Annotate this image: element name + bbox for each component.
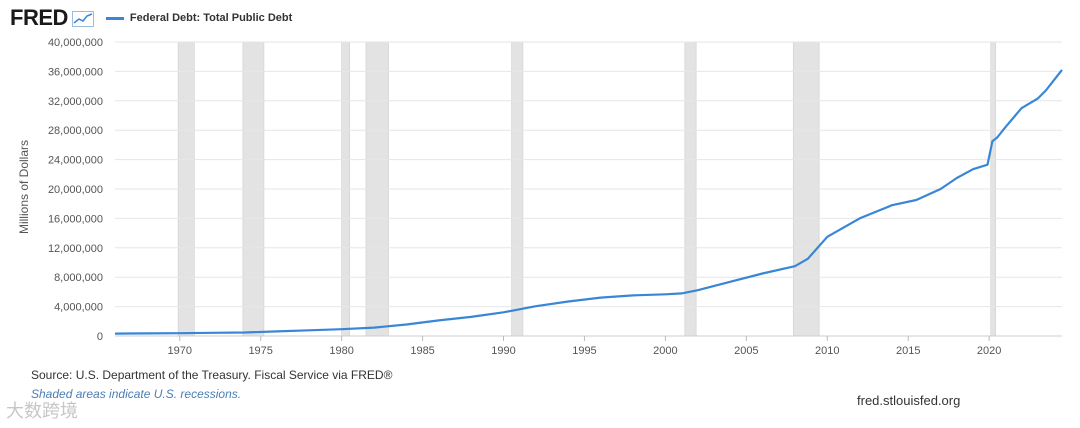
y-tick-label-3: 12,000,000 (48, 243, 103, 255)
x-tick-label-1: 1975 (248, 345, 272, 357)
axes: 0 4,000,000 8,000,000 12,000,000 16,000,000 2… (48, 37, 1062, 357)
x-tick-label-0: 1970 (168, 345, 192, 357)
chart-header: FRED Federal Debt: Total Public Debt (10, 4, 292, 32)
y-tick-label-2: 8,000,000 (54, 272, 103, 284)
x-tick-label-7: 2005 (734, 345, 758, 357)
site-url[interactable]: fred.stlouisfed.org (857, 393, 961, 408)
y-tick-label-6: 24,000,000 (48, 155, 103, 167)
series-line-0 (114, 69, 1063, 335)
x-tick-label-6: 2000 (653, 345, 677, 357)
y-axis-label: Millions of Dollars (17, 140, 31, 234)
x-tick-label-9: 2015 (896, 345, 920, 357)
x-tick-label-10: 2020 (977, 345, 1001, 357)
legend: Federal Debt: Total Public Debt (105, 12, 293, 24)
recession-note[interactable]: Shaded areas indicate U.S. recessions. (31, 387, 242, 401)
y-tick-label-0: 0 (97, 331, 103, 343)
x-tick-label-4: 1990 (491, 345, 515, 357)
series-lines (114, 69, 1063, 335)
x-tick-label-2: 1980 (329, 345, 353, 357)
y-tick-label-7: 28,000,000 (48, 125, 103, 137)
x-tick-label-3: 1985 (410, 345, 434, 357)
x-tick-label-8: 2010 (815, 345, 839, 357)
y-tick-label-10: 40,000,000 (48, 37, 103, 49)
legend-label: Federal Debt: Total Public Debt (129, 12, 293, 24)
fred-logo[interactable]: FRED (10, 5, 68, 30)
y-tick-label-5: 20,000,000 (48, 184, 103, 196)
y-tick-label-9: 36,000,000 (48, 66, 103, 78)
watermark: 大数跨境 (6, 401, 78, 421)
line-chart: 0 4,000,000 8,000,000 12,000,000 16,000,000 2… (17, 37, 1063, 357)
y-tick-label-4: 16,000,000 (48, 213, 103, 225)
x-tick-label-5: 1995 (572, 345, 596, 357)
source-note: Source: U.S. Department of the Treasury.… (31, 368, 393, 382)
y-tick-label-1: 4,000,000 (54, 302, 103, 314)
legend-swatch (105, 16, 124, 20)
line-chart-icon (71, 11, 94, 27)
y-tick-label-8: 32,000,000 (48, 96, 103, 108)
